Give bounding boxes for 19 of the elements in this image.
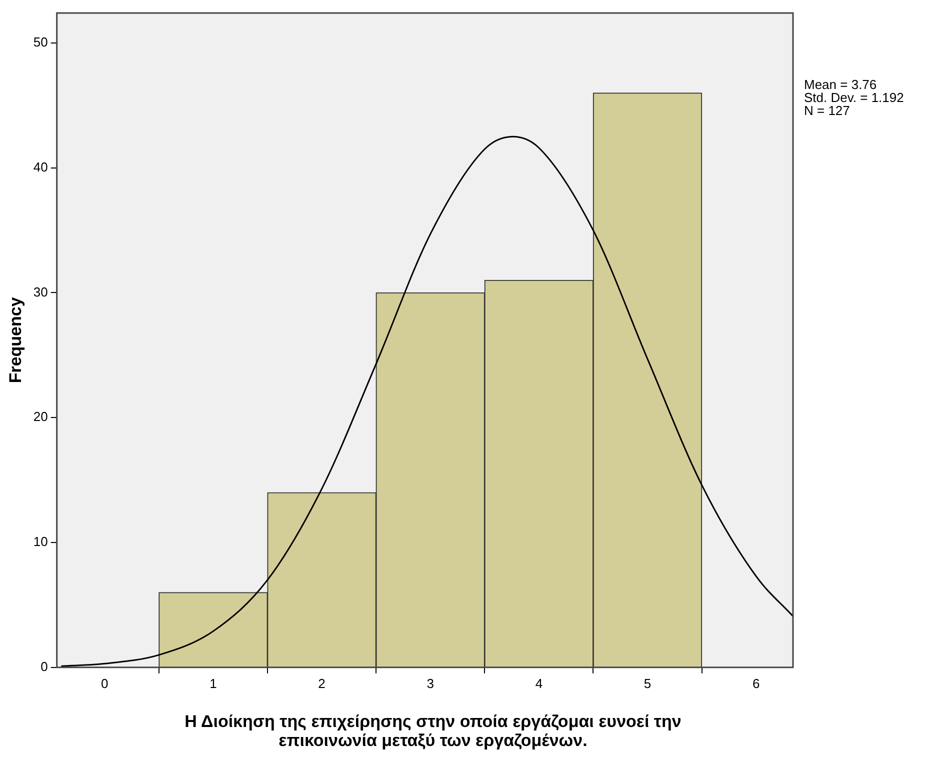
x-axis-title: Η Διοίκηση της επιχείρησης στην οποία εργάζομαι ευνοεί την επικοινωνία μεταξύ των εργαζομένων.	[184, 712, 682, 750]
text: Mean = 3.76	[804, 77, 878, 92]
text: N = 127	[804, 103, 851, 118]
x-tick-label: 1	[210, 676, 217, 691]
y-tick-label: 40	[33, 159, 48, 174]
line-series	[60, 136, 793, 667]
y-tick-label: 50	[33, 34, 48, 50]
x-tick-label: 2	[318, 676, 326, 691]
y-tick-label: 20	[33, 409, 48, 424]
x-tick-label: 5	[644, 676, 652, 691]
y-tick-label: 0	[40, 658, 48, 674]
text: Std. Dev. = 1.192	[804, 90, 904, 105]
x-tick-label: 6	[752, 676, 760, 691]
y-axis-title: Frequency	[6, 296, 25, 384]
x-tick-label: 4	[535, 676, 543, 691]
x-tick-label: 0	[101, 676, 108, 691]
y-tick-label: 10	[33, 534, 48, 550]
x-tick-label: 3	[426, 676, 434, 691]
y-tick-label: 30	[33, 284, 48, 300]
